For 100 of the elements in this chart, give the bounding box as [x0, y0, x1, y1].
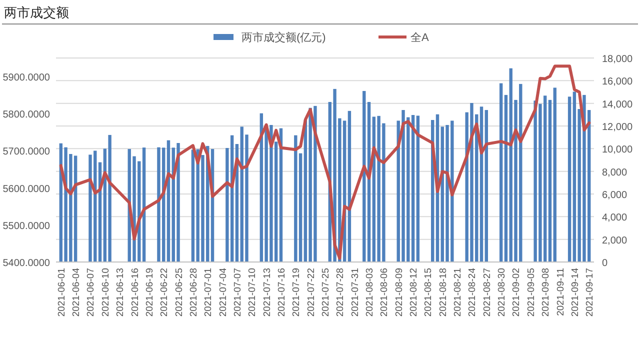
bar — [450, 120, 454, 262]
y2-tick-label: 0 — [602, 258, 608, 269]
bar — [514, 100, 518, 262]
bar — [191, 150, 195, 262]
x-tick-label: 2021-08-06 — [379, 268, 390, 317]
bar — [377, 116, 380, 262]
bar — [572, 92, 576, 262]
x-tick-label: 2021-07-01 — [203, 268, 214, 317]
bar — [470, 102, 474, 262]
x-tick-label: 2021-06-07 — [86, 268, 97, 317]
x-tick-label: 2021-08-27 — [482, 268, 493, 317]
x-tick-label: 2021-08-09 — [394, 268, 405, 317]
bar — [416, 116, 420, 262]
x-tick-label: 2021-06-25 — [174, 268, 185, 317]
x-tick-label: 2021-07-04 — [218, 268, 229, 317]
bar — [588, 110, 591, 262]
bar — [274, 142, 278, 262]
bar — [499, 83, 503, 262]
y2-tick-label: 2,000 — [602, 235, 628, 246]
x-tick-label: 2021-08-30 — [496, 268, 508, 317]
y-tick-label: 5800.0000 — [2, 110, 50, 121]
bar — [382, 123, 386, 262]
x-tick-label: 2021-06-13 — [115, 268, 126, 317]
bar — [411, 115, 415, 262]
x-tick-label: 2021-09-17 — [584, 268, 596, 317]
bar — [543, 96, 547, 262]
bar — [582, 94, 586, 262]
y-tick-label: 5700.0000 — [2, 146, 50, 158]
y-tick-label: 5900.0000 — [2, 72, 50, 84]
bar — [240, 126, 244, 262]
bar — [509, 68, 512, 262]
bar — [578, 109, 581, 262]
y-tick-label: 5500.0000 — [2, 220, 50, 232]
x-tick-label: 2021-07-07 — [232, 268, 244, 317]
y-tick-label: 5400.0000 — [2, 258, 50, 269]
bar — [538, 104, 542, 262]
x-tick-label: 2021-07-31 — [350, 268, 361, 317]
x-tick-label: 2021-07-10 — [247, 268, 258, 317]
x-tick-label: 2021-07-25 — [320, 268, 332, 317]
y2-tick-label: 4,000 — [602, 212, 628, 224]
bar — [548, 100, 552, 262]
bar — [348, 110, 352, 262]
x-tick-label: 2021-07-22 — [306, 268, 317, 317]
y2-tick-label: 10,000 — [602, 144, 634, 156]
bar — [88, 154, 92, 262]
x-tick-label: 2021-06-19 — [144, 268, 156, 317]
x-tick-label: 2021-07-16 — [276, 268, 288, 317]
x-tick-label: 2021-08-15 — [423, 268, 434, 317]
legend-label: 全A — [410, 32, 430, 44]
bar — [176, 143, 180, 262]
bar — [157, 147, 160, 262]
bar — [484, 110, 488, 262]
bar — [298, 153, 302, 262]
x-tick-label: 2021-09-02 — [511, 268, 522, 317]
x-tick-label: 2021-06-22 — [159, 268, 170, 317]
bar — [64, 147, 68, 262]
bar — [196, 149, 200, 262]
x-tick-label: 2021-06-16 — [130, 268, 141, 317]
x-tick-label: 2021-06-01 — [56, 268, 68, 317]
bar — [245, 134, 248, 262]
bar — [519, 84, 522, 262]
y-tick-label: 5600.0000 — [2, 184, 50, 195]
bar — [201, 155, 204, 262]
bar — [69, 154, 72, 262]
x-tick-label: 2021-08-18 — [438, 268, 449, 317]
x-tick-label: 2021-09-05 — [526, 268, 537, 317]
x-tick-label: 2021-07-28 — [335, 268, 346, 317]
x-tick-label: 2021-09-08 — [540, 268, 552, 317]
y2-tick-label: 12,000 — [602, 122, 634, 133]
x-tick-label: 2021-06-28 — [188, 268, 200, 317]
bar — [534, 100, 537, 262]
bar — [270, 124, 273, 262]
bar — [226, 148, 229, 262]
bar — [108, 134, 112, 262]
legend-label: 两市成交额(亿元) — [242, 31, 326, 44]
chart-title: 两市成交额 — [4, 5, 69, 20]
bar — [406, 117, 410, 262]
bar — [314, 106, 317, 262]
x-tick-label: 2021-07-19 — [291, 268, 302, 317]
bar — [308, 108, 312, 262]
bar — [553, 88, 556, 262]
y2-tick-label: 18,000 — [602, 54, 634, 65]
y2-tick-label: 16,000 — [602, 76, 634, 88]
bar — [446, 124, 449, 262]
x-tick-label: 2021-09-14 — [570, 268, 581, 317]
bar — [294, 135, 298, 262]
x-tick-label: 2021-06-10 — [100, 268, 112, 317]
bar — [465, 112, 468, 262]
x-tick-label: 2021-08-21 — [452, 268, 464, 317]
bar — [402, 110, 405, 262]
y2-tick-label: 14,000 — [602, 99, 634, 110]
x-tick-label: 2021-08-24 — [467, 268, 478, 317]
y2-tick-label: 8,000 — [602, 167, 628, 178]
bar — [568, 96, 572, 262]
bar — [504, 94, 508, 262]
x-tick-label: 2021-09-11 — [555, 268, 566, 316]
y2-tick-label: 6,000 — [602, 190, 628, 201]
x-tick-label: 2021-07-13 — [262, 268, 273, 317]
x-tick-label: 2021-08-12 — [408, 268, 420, 317]
x-tick-label: 2021-08-03 — [364, 268, 376, 317]
